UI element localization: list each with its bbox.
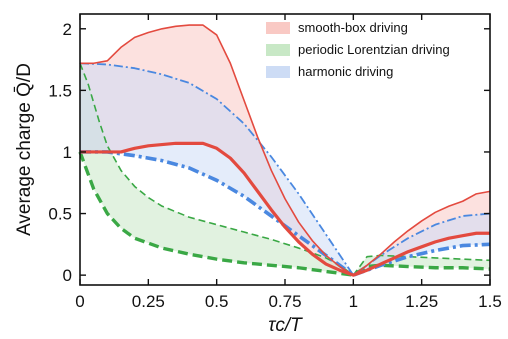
x-tick-label: 1.5 [478, 292, 502, 311]
y-tick-label: 2 [63, 20, 72, 39]
legend-entry: periodic Lorentzian driving [298, 42, 450, 57]
series-harmonic-upper [79, 62, 491, 277]
x-tick-label: 0.5 [205, 292, 229, 311]
legend-swatch [266, 22, 290, 34]
x-tick-label: 0.25 [132, 292, 165, 311]
legend-entry: smooth-box driving [298, 20, 408, 35]
y-tick-label: 0.5 [48, 205, 72, 224]
legend-entry: harmonic driving [298, 64, 393, 79]
y-tick-label: 1.5 [48, 81, 72, 100]
series-box-lower [80, 141, 490, 277]
x-tick-label: 1 [349, 292, 358, 311]
x-tick-label: 0 [75, 292, 84, 311]
axis-ticks: 0 0.25 0.5 0.75 1 1.25 1.5 0 0.5 1 1.5 2 [48, 14, 502, 311]
y-axis-label: Average charge Q̄/D [14, 63, 35, 236]
lorentzian-band [80, 63, 490, 276]
y-tick-label: 0 [63, 266, 72, 285]
legend-swatch [266, 66, 290, 78]
series-box-upper [80, 24, 491, 276]
x-axis-label: τc/T [268, 315, 303, 336]
harmonic-band [80, 63, 490, 276]
series-lorentzian-lower [78, 151, 491, 277]
y-tick-label: 1 [63, 143, 72, 162]
legend: smooth-box driving periodic Lorentzian dr… [266, 20, 450, 79]
legend-swatch [266, 44, 290, 56]
line-series [78, 24, 491, 277]
x-tick-label: 0.75 [268, 292, 301, 311]
series-lorentzian-upper [79, 62, 491, 276]
x-tick-label: 1.25 [405, 292, 438, 311]
shaded-regions [80, 25, 490, 276]
